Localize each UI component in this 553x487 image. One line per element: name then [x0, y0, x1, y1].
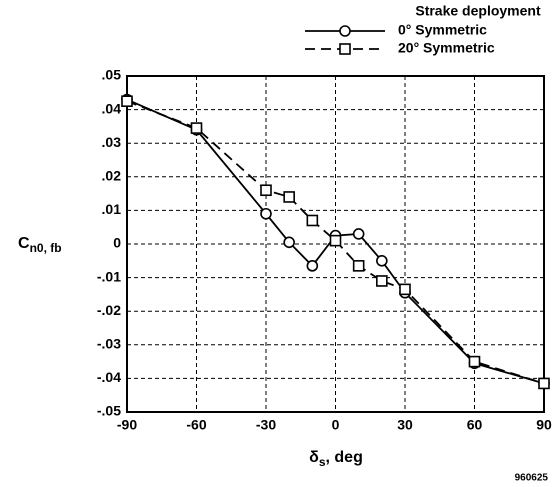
- legend-marker: [339, 43, 351, 55]
- y-tick-label: .02: [102, 168, 122, 184]
- marker: [352, 260, 365, 272]
- marker: [306, 214, 319, 227]
- marker: [329, 234, 342, 247]
- legend-marker: [339, 25, 351, 37]
- y-tick-label: .04: [102, 100, 122, 116]
- y-tick-label: .03: [102, 134, 122, 150]
- marker: [376, 254, 388, 267]
- y-label-sub: n0, fb: [30, 241, 62, 255]
- y-tick-label: -.04: [97, 369, 121, 385]
- marker: [283, 191, 295, 203]
- plot-frame: [126, 75, 545, 413]
- y-axis-label: Cn0, fb: [18, 235, 62, 255]
- marker: [376, 275, 388, 287]
- marker: [468, 355, 481, 368]
- x-tick-label: 60: [467, 417, 483, 433]
- y-tick-label: .01: [102, 201, 122, 217]
- y-tick-label: -.02: [97, 302, 121, 318]
- y-tick-label: -.05: [97, 403, 121, 419]
- legend-label: 20° Symmetric: [398, 40, 495, 56]
- x-tick-label: 0: [332, 417, 340, 433]
- marker: [352, 228, 365, 240]
- y-label-main: C: [18, 235, 30, 252]
- y-tick-label: .05: [102, 67, 122, 83]
- x-label-rest: , deg: [326, 449, 363, 466]
- x-axis-label: δs, deg: [309, 449, 363, 469]
- x-tick-label: -30: [256, 417, 276, 433]
- marker: [190, 122, 203, 134]
- marker: [538, 377, 550, 390]
- legend-title: Strake deployment: [415, 3, 541, 19]
- marker: [260, 207, 272, 220]
- x-tick-label: 30: [397, 417, 413, 433]
- x-label-main: δ: [309, 449, 319, 466]
- legend-label: 0° Symmetric: [398, 22, 487, 38]
- series-line: [126, 100, 545, 385]
- x-tick-label: -90: [117, 417, 137, 433]
- marker: [121, 95, 133, 107]
- x-tick-label: 90: [536, 417, 552, 433]
- marker: [399, 283, 411, 296]
- y-tick-label: -.01: [97, 268, 121, 284]
- footnote: 960625: [515, 473, 549, 484]
- y-tick-label: -.03: [97, 336, 121, 352]
- x-label-sub: s: [319, 455, 326, 469]
- y-tick-label: 0: [113, 235, 121, 251]
- marker: [283, 236, 295, 249]
- x-tick-label: -60: [186, 417, 206, 433]
- marker: [306, 260, 319, 272]
- marker: [260, 184, 272, 197]
